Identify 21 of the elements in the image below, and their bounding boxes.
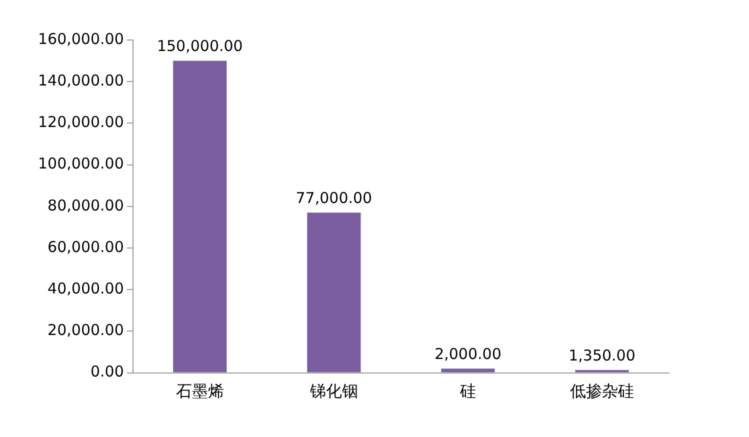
y-tick-label: 40,000.00	[48, 279, 124, 298]
y-tick-label: 100,000.00	[38, 154, 124, 173]
data-label: 77,000.00	[296, 189, 372, 208]
data-label: 1,350.00	[568, 346, 636, 364]
y-tick-label: 120,000.00	[38, 113, 124, 132]
y-tick-label: 160,000.00	[38, 30, 124, 48]
bar	[575, 370, 629, 372]
data-label: 150,000.00	[156, 37, 243, 56]
x-tick-label: 低掺杂硅	[570, 382, 634, 401]
x-tick-label: 锑化铟	[308, 382, 358, 401]
x-tick-label: 石墨烯	[176, 382, 224, 401]
x-tick-label: 硅	[458, 382, 476, 401]
y-tick-label: 80,000.00	[48, 196, 124, 214]
data-label: 2,000.00	[434, 345, 502, 364]
y-tick-label: 0.00	[90, 362, 124, 381]
y-tick-label: 140,000.00	[38, 71, 124, 90]
y-tick-label: 60,000.00	[48, 238, 124, 256]
bar	[173, 60, 227, 372]
bar	[307, 212, 361, 372]
y-tick-label: 20,000.00	[48, 321, 124, 340]
bar	[441, 368, 495, 372]
